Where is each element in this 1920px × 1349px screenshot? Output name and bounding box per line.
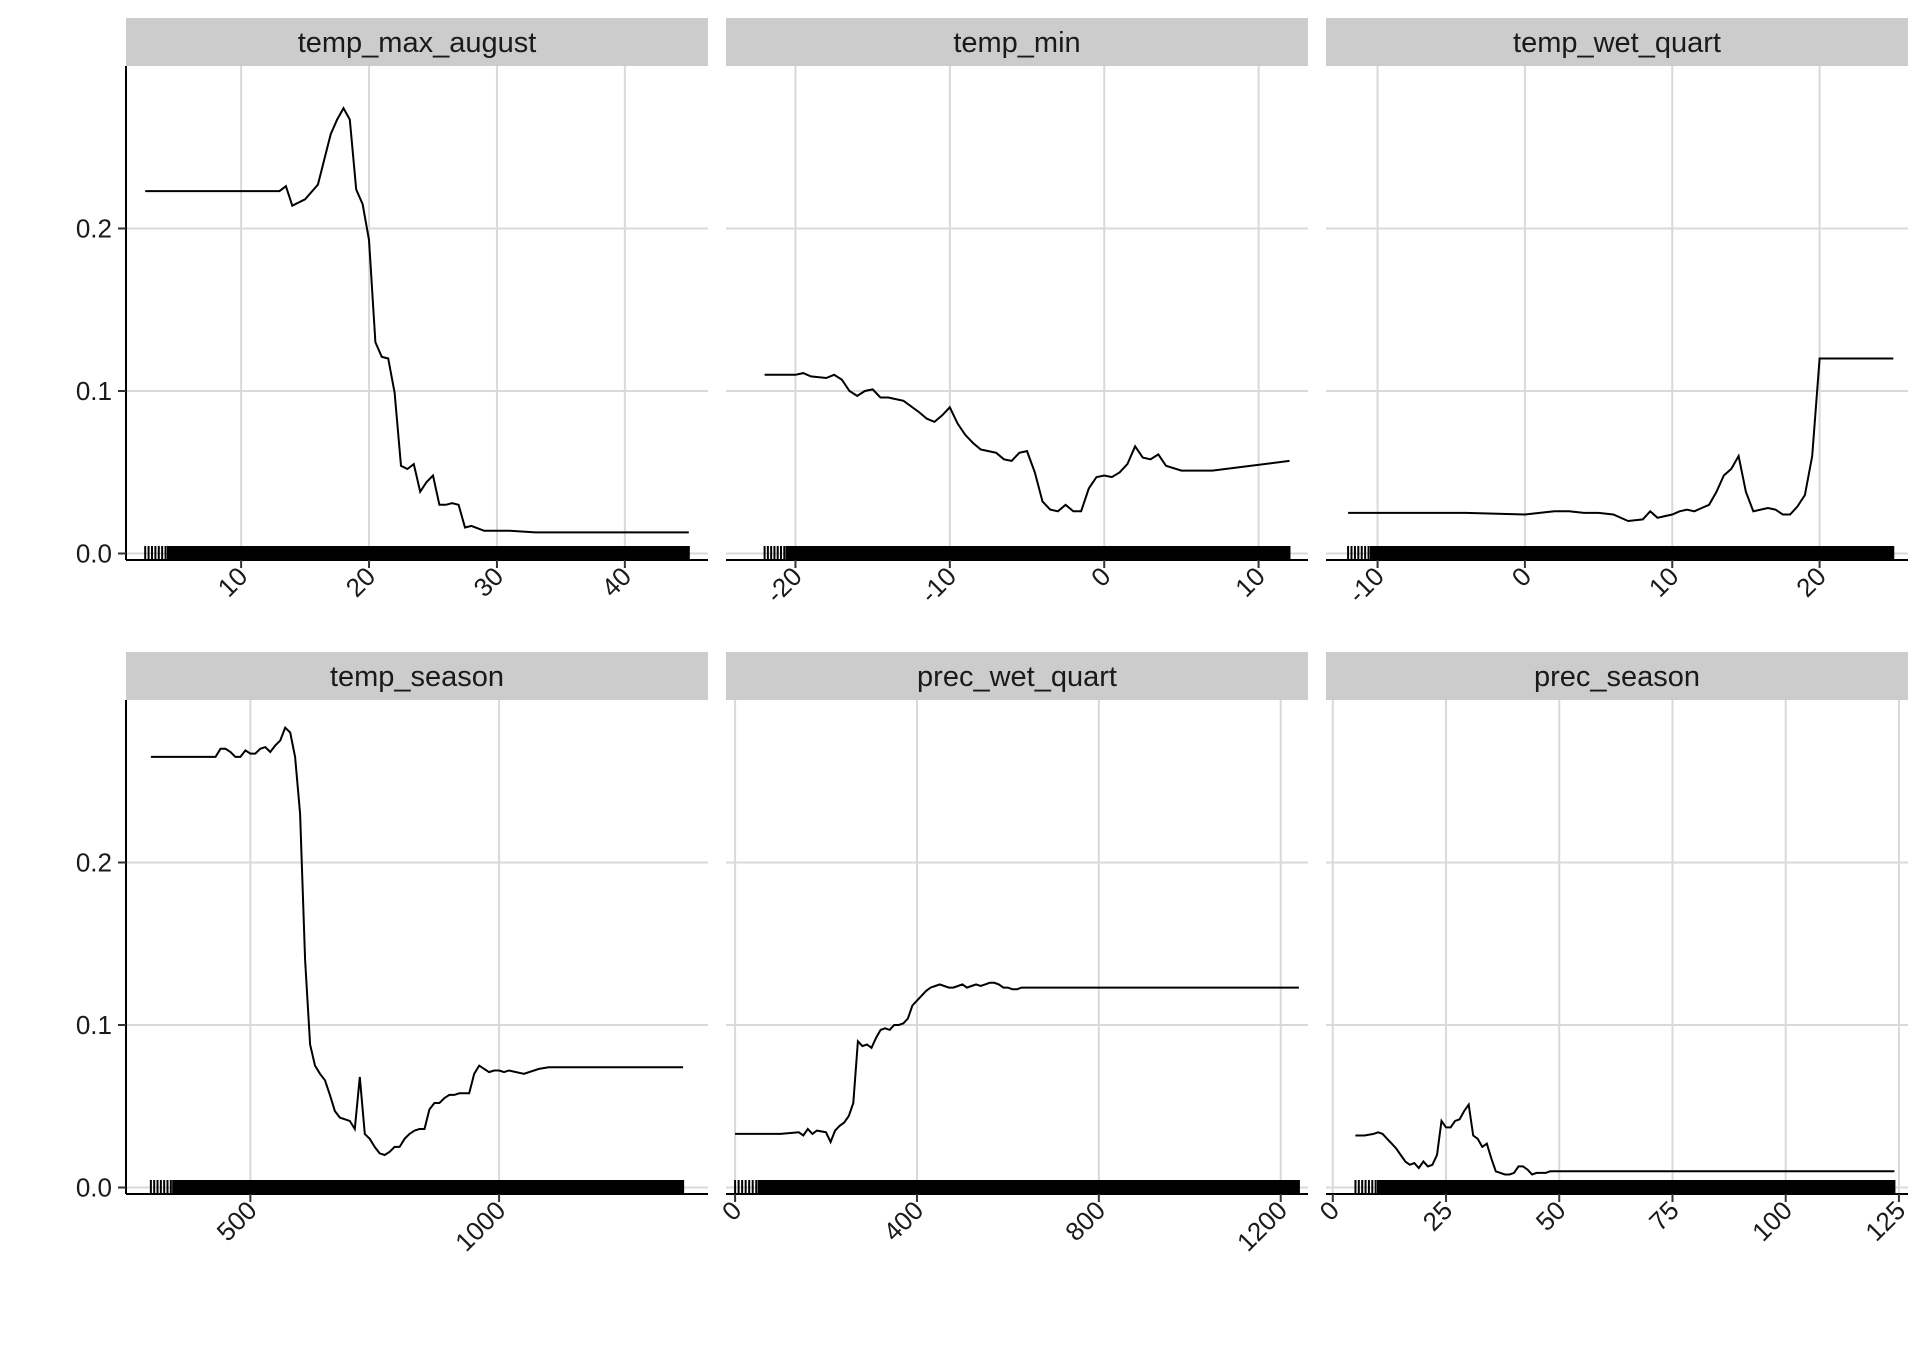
rug-band <box>785 546 1290 560</box>
x-tick-label: 10 <box>1229 561 1271 603</box>
pd-line-temp_max_august <box>145 106 689 534</box>
facet-strip-label: temp_min <box>953 27 1080 59</box>
x-tick-label: 20 <box>1790 561 1832 603</box>
rug-marks <box>149 1180 685 1194</box>
facet-strip <box>126 652 708 700</box>
y-tick-label: 0.0 <box>76 1173 112 1203</box>
x-tick-label: 25 <box>1417 1195 1459 1237</box>
x-tick-label: 0 <box>1085 561 1116 592</box>
rug-marks <box>144 546 690 560</box>
facet-panel-temp_max_august: temp_max_august 0.0 0.1 0.2 10 20 30 40 <box>76 18 708 603</box>
facet-strip <box>726 652 1308 700</box>
x-tick-label: -10 <box>914 561 962 609</box>
rug-band <box>172 1180 684 1194</box>
facet-strip <box>726 18 1308 66</box>
rug-marks <box>1354 1180 1896 1194</box>
rug-band <box>166 546 689 560</box>
facet-strip <box>1326 18 1908 66</box>
facet-strip-label: temp_max_august <box>298 27 537 59</box>
y-tick-label: 0.0 <box>76 539 112 569</box>
facet-strip <box>1326 652 1908 700</box>
pd-line-prec_season <box>1355 1101 1895 1176</box>
pd-line-temp_season <box>150 725 684 1157</box>
x-tick-label: 10 <box>212 561 254 603</box>
x-tick-label: 0 <box>1506 561 1537 592</box>
facet-strip-label: temp_wet_quart <box>1513 27 1721 59</box>
x-tick-label: 125 <box>1859 1195 1911 1247</box>
x-tick-label: 0 <box>716 1195 747 1226</box>
pd-line-temp_min <box>764 372 1290 513</box>
x-tick-label: -10 <box>1342 561 1390 609</box>
facet-panel-temp_season: temp_season 0.0 0.1 0.2 500 1000 <box>76 652 708 1257</box>
x-tick-label: 30 <box>468 561 510 603</box>
rug-band <box>1369 546 1894 560</box>
facet-panel-temp_wet_quart: temp_wet_quart -10 0 10 20 <box>1326 18 1908 609</box>
facet-strip-label: prec_wet_quart <box>917 661 1117 693</box>
x-tick-label: 20 <box>340 561 382 603</box>
facet-strip-label: temp_season <box>330 661 504 693</box>
facet-strip-label: prec_season <box>1534 661 1700 693</box>
pd-line-prec_wet_quart <box>735 981 1299 1145</box>
x-tick-label: -20 <box>760 561 808 609</box>
facet-strip <box>126 18 708 66</box>
y-tick-label: 0.1 <box>76 1010 112 1040</box>
x-tick-label: 75 <box>1643 1195 1685 1237</box>
facet-panel-temp_min: temp_min -20 -10 0 10 <box>726 18 1308 609</box>
rug-marks <box>763 546 1291 560</box>
y-tick-label: 0.2 <box>76 848 112 878</box>
facet-panel-prec_wet_quart: prec_wet_quart 0 400 800 1200 <box>716 652 1308 1257</box>
x-tick-label: 500 <box>211 1195 263 1247</box>
x-tick-label: 0 <box>1314 1195 1345 1226</box>
rug-marks <box>734 1180 1300 1194</box>
x-tick-label: 800 <box>1059 1195 1111 1247</box>
x-tick-label: 50 <box>1530 1195 1572 1237</box>
x-tick-label: 1000 <box>449 1195 511 1257</box>
rug-band <box>757 1180 1299 1194</box>
rug-band <box>1376 1180 1895 1194</box>
x-tick-label: 1200 <box>1231 1195 1293 1257</box>
pd-line-temp_wet_quart <box>1348 357 1894 523</box>
x-tick-label: 40 <box>595 561 637 603</box>
rug-marks <box>1347 546 1895 560</box>
x-tick-label: 100 <box>1746 1195 1798 1247</box>
y-tick-label: 0.1 <box>76 376 112 406</box>
y-tick-label: 0.2 <box>76 214 112 244</box>
x-tick-label: 400 <box>877 1195 929 1247</box>
x-tick-label: 10 <box>1643 561 1685 603</box>
facet-panel-prec_season: prec_season 0 25 50 75 100 125 <box>1314 652 1911 1247</box>
